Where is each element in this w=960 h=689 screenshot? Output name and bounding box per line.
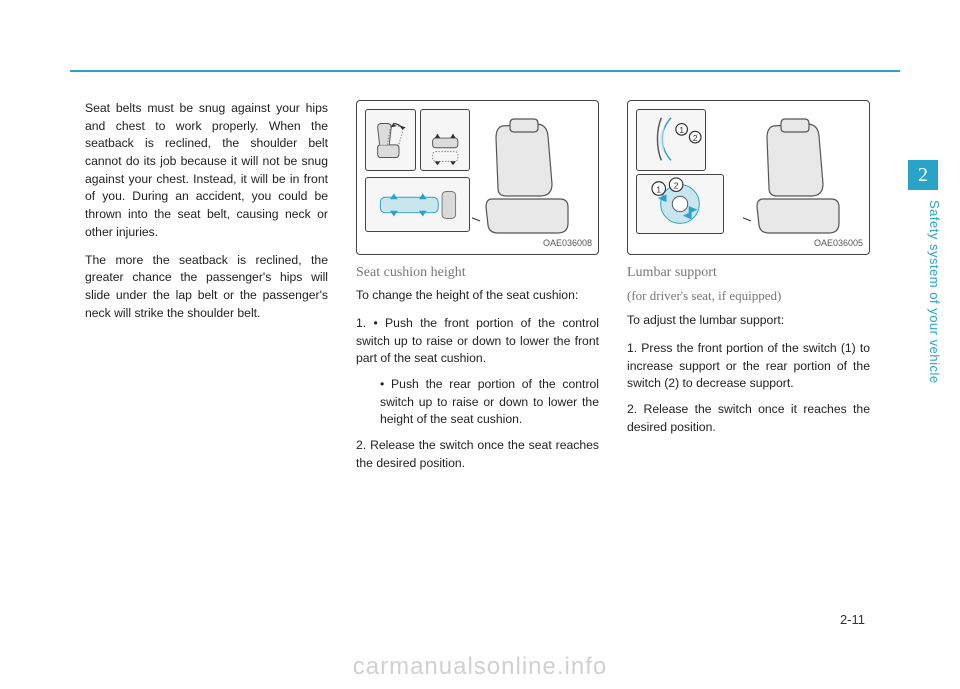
col2-step2: 2. Release the switch once the seat reac…	[356, 437, 599, 472]
col3-intro: To adjust the lumbar support:	[627, 312, 870, 330]
col1-para1: Seat belts must be snug against your hip…	[85, 100, 328, 242]
inset-lumbar-switch: 1 2	[636, 174, 724, 234]
seat-illustration	[472, 111, 592, 246]
col3-steps: 1. Press the front portion of the switch…	[627, 340, 870, 436]
col2-step1b: • Push the rear portion of the con­trol …	[356, 376, 599, 429]
top-rule	[70, 70, 900, 72]
column-3: 1 2 1	[627, 100, 870, 480]
callout-1-top: 1	[679, 125, 684, 135]
figure-code: OAE036008	[543, 237, 592, 250]
inset-recline-icon	[365, 109, 416, 171]
watermark: carmanualsonline.info	[0, 653, 960, 681]
col3-heading: Lumbar support	[627, 263, 870, 283]
column-2: OAE036008 Seat cushion height To change …	[356, 100, 599, 480]
figure-lumbar-support: 1 2 1	[627, 100, 870, 255]
col2-steps: 1. • Push the front portion of the con­t…	[356, 315, 599, 473]
content-columns: Seat belts must be snug against your hip…	[85, 100, 870, 480]
chapter-side-label: Safety system of your vehicle	[912, 200, 942, 450]
col2-step1a: 1. • Push the front portion of the con­t…	[356, 315, 599, 368]
col1-para2: The more the seatback is reclined, the g…	[85, 252, 328, 323]
figure-code-2: OAE036005	[814, 237, 863, 250]
col2-intro: To change the height of the seat cushion…	[356, 287, 599, 305]
col3-step1: 1. Press the front portion of the switch…	[627, 340, 870, 393]
figure-inset-lumbar-top: 1 2	[636, 109, 706, 171]
seat-illustration-2	[743, 111, 863, 246]
svg-text:1: 1	[656, 184, 661, 194]
chapter-tab: 2	[908, 160, 938, 190]
col3-subheading: (for driver's seat, if equipped)	[627, 287, 870, 306]
figure-seat-cushion-height: OAE036008	[356, 100, 599, 255]
callout-2-top: 2	[693, 133, 698, 143]
manual-page: Seat belts must be snug against your hip…	[0, 0, 960, 689]
inset-height-icon	[420, 109, 471, 171]
figure-inset-top	[365, 109, 470, 171]
col2-heading: Seat cushion height	[356, 263, 599, 283]
inset-lumbar-icon: 1 2	[636, 109, 706, 171]
page-number: 2-11	[840, 612, 865, 627]
col3-step2: 2. Release the switch once it reach­es t…	[627, 401, 870, 436]
column-1: Seat belts must be snug against your hip…	[85, 100, 328, 480]
inset-switch	[365, 177, 470, 232]
svg-text:2: 2	[674, 181, 679, 191]
